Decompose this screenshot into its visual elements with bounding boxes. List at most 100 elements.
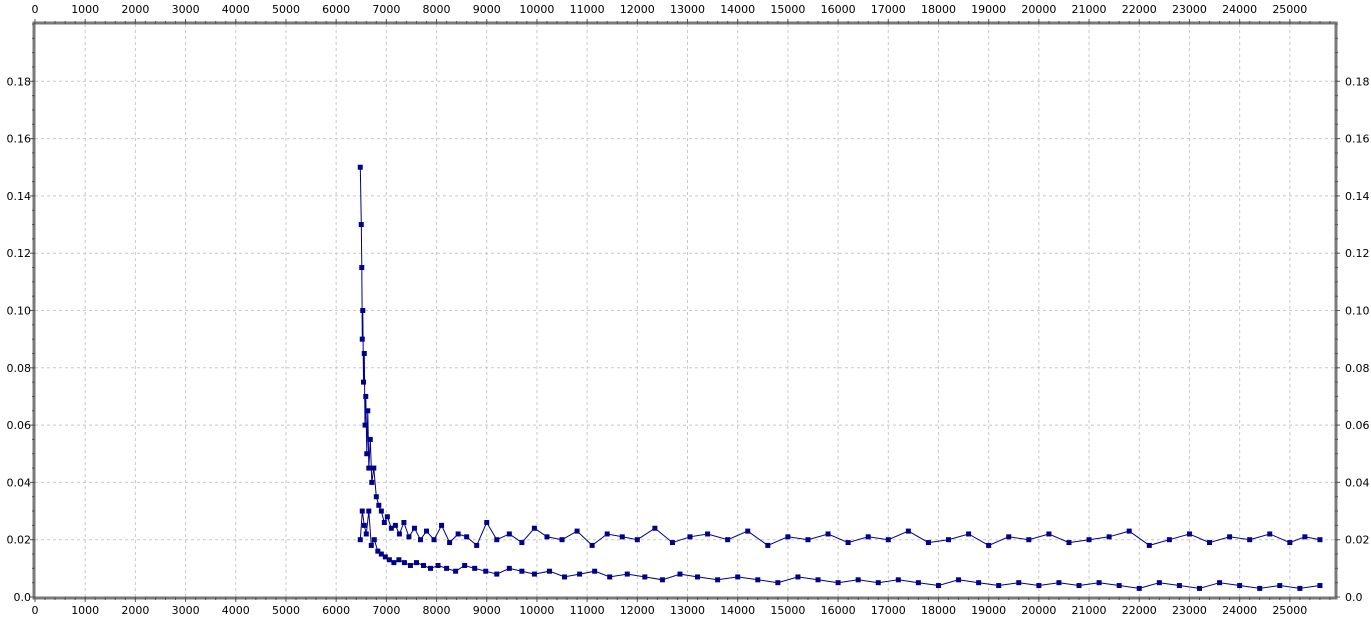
data-point xyxy=(845,540,851,546)
x-tick-label-top: 16000 xyxy=(821,3,856,16)
data-point xyxy=(531,525,537,531)
data-point xyxy=(825,531,831,537)
x-tick-label: 21000 xyxy=(1072,604,1107,617)
data-point xyxy=(905,528,911,534)
data-point xyxy=(1116,583,1122,589)
data-point xyxy=(483,568,489,574)
data-point xyxy=(474,542,480,548)
x-tick-label-top: 8000 xyxy=(423,3,451,16)
data-point xyxy=(659,577,665,583)
data-point xyxy=(604,531,610,537)
data-point xyxy=(373,494,379,500)
data-point xyxy=(358,222,364,228)
x-tick-label: 19000 xyxy=(971,604,1006,617)
data-point xyxy=(388,525,394,531)
y-tick-label-right: 0.06 xyxy=(1345,419,1370,432)
data-point xyxy=(1317,583,1323,589)
data-point xyxy=(1126,528,1132,534)
data-point xyxy=(735,574,741,580)
y-tick-label: 0.10 xyxy=(7,305,32,318)
data-point xyxy=(406,534,412,540)
data-point xyxy=(378,551,384,557)
x-tick-label: 6000 xyxy=(322,604,350,617)
x-tick-label: 13000 xyxy=(670,604,705,617)
x-tick-label: 17000 xyxy=(871,604,906,617)
x-tick-label-top: 24000 xyxy=(1222,3,1257,16)
data-point xyxy=(392,522,398,528)
data-point xyxy=(677,571,683,577)
data-point xyxy=(367,436,373,442)
x-tick-label: 15000 xyxy=(770,604,805,617)
data-point xyxy=(946,537,952,543)
data-point xyxy=(1006,534,1012,540)
x-tick-label: 16000 xyxy=(821,604,856,617)
data-point xyxy=(1026,537,1032,543)
data-point xyxy=(435,562,441,568)
data-point xyxy=(1086,537,1092,543)
data-point xyxy=(1207,540,1213,546)
data-point xyxy=(1166,537,1172,543)
y-tick-label: 0.14 xyxy=(7,190,32,203)
x-tick-label: 7000 xyxy=(372,604,400,617)
data-point xyxy=(363,531,369,537)
data-point xyxy=(1046,531,1052,537)
y-tick-label: 0.08 xyxy=(7,362,32,375)
data-point xyxy=(1066,540,1072,546)
data-point xyxy=(885,537,891,543)
data-point xyxy=(386,557,392,563)
data-point xyxy=(420,562,426,568)
data-point xyxy=(1247,537,1253,543)
y-tick-label: 0.06 xyxy=(7,419,32,432)
data-point xyxy=(361,379,367,385)
data-point xyxy=(875,580,881,586)
data-point xyxy=(634,537,640,543)
x-tick-label: 23000 xyxy=(1172,604,1207,617)
data-point xyxy=(506,565,512,571)
x-tick-label-top: 11000 xyxy=(570,3,605,16)
data-point xyxy=(1237,583,1243,589)
data-point xyxy=(855,577,861,583)
data-point xyxy=(411,525,417,531)
data-point xyxy=(413,560,419,566)
data-point xyxy=(915,580,921,586)
data-point xyxy=(1096,580,1102,586)
data-point xyxy=(519,568,525,574)
data-point xyxy=(765,542,771,548)
data-point xyxy=(1302,534,1308,540)
x-tick-label: 1000 xyxy=(71,604,99,617)
x-tick-label: 5000 xyxy=(272,604,300,617)
x-tick-label-top: 13000 xyxy=(670,3,705,16)
data-point xyxy=(1176,583,1182,589)
data-point xyxy=(935,583,941,589)
x-tick-label-top: 15000 xyxy=(770,3,805,16)
x-tick-label: 8000 xyxy=(423,604,451,617)
data-point xyxy=(378,508,384,514)
data-point xyxy=(1076,583,1082,589)
data-point xyxy=(795,574,801,580)
x-tick-label: 24000 xyxy=(1222,604,1257,617)
data-point xyxy=(472,565,478,571)
data-point xyxy=(417,537,423,543)
x-tick-label: 12000 xyxy=(620,604,655,617)
x-tick-label-top: 9000 xyxy=(473,3,501,16)
data-point xyxy=(996,583,1002,589)
data-point xyxy=(375,548,381,554)
data-point xyxy=(1196,585,1202,591)
x-tick-label: 10000 xyxy=(519,604,554,617)
series-line xyxy=(359,167,1320,547)
data-point xyxy=(363,393,369,399)
data-point xyxy=(447,540,453,546)
x-tick-label-top: 6000 xyxy=(322,3,350,16)
data-point xyxy=(562,574,568,580)
data-point xyxy=(359,508,365,514)
data-point xyxy=(1317,537,1323,543)
data-point xyxy=(956,577,962,583)
data-point xyxy=(428,565,434,571)
data-point xyxy=(1056,580,1062,586)
data-point xyxy=(494,571,500,577)
data-point xyxy=(705,531,711,537)
data-point xyxy=(494,537,500,543)
data-point xyxy=(361,350,367,356)
x-tick-label-top: 3000 xyxy=(172,3,200,16)
x-tick-label: 9000 xyxy=(473,604,501,617)
